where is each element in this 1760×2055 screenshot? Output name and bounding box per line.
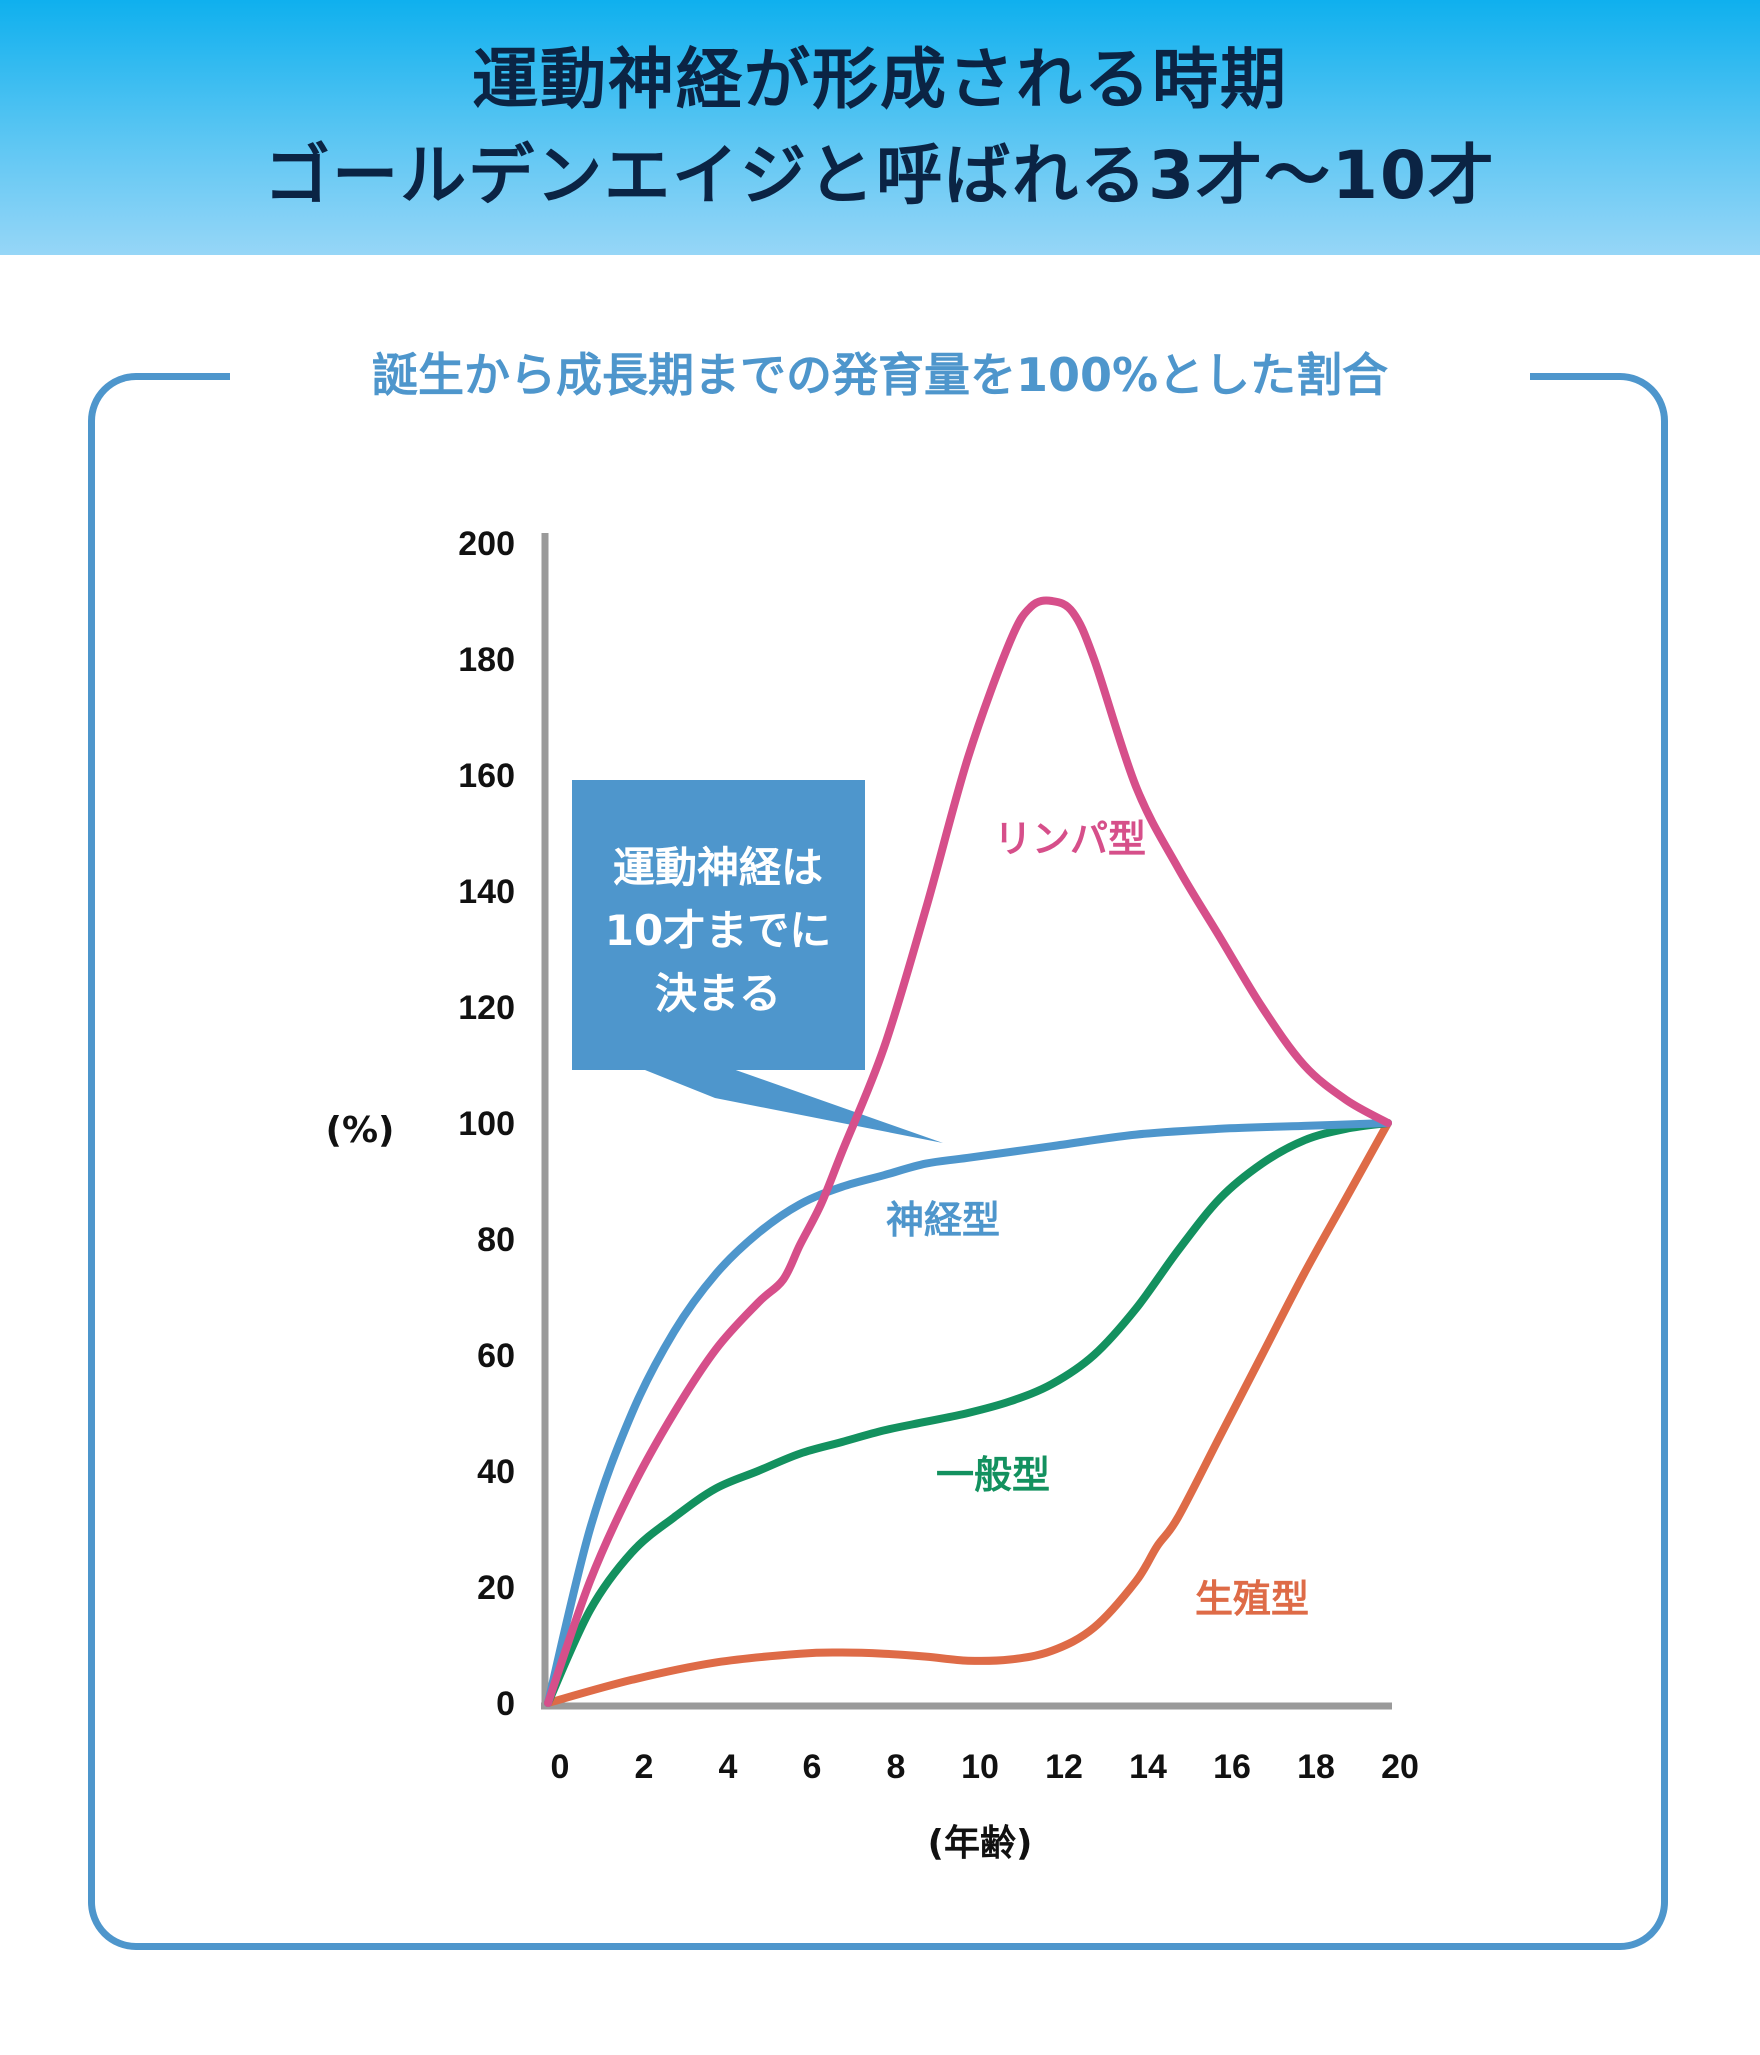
title-line-2: ゴールデンエイジと呼ばれる3才〜10才 <box>264 136 1496 214</box>
callout-text-line: 決まる <box>655 969 781 1018</box>
title-banner: 運動神経が形成される時期 ゴールデンエイジと呼ばれる3才〜10才 <box>0 0 1760 255</box>
y-tick-label: 140 <box>458 873 515 911</box>
x-tick-label: 10 <box>961 1748 999 1786</box>
callout-pointer <box>640 1068 943 1143</box>
series-lines <box>544 596 1392 1707</box>
x-tick-label: 16 <box>1213 1748 1251 1786</box>
y-tick-label: 80 <box>477 1221 515 1259</box>
series-line-neural <box>544 1119 1392 1707</box>
y-tick-label: 0 <box>496 1685 515 1723</box>
y-tick-label: 180 <box>458 641 515 679</box>
x-tick-label: 14 <box>1129 1748 1167 1786</box>
y-tick-label: 20 <box>477 1569 515 1607</box>
label-reproductive: 生殖型 <box>1195 1577 1309 1621</box>
y-tick-label: 160 <box>458 757 515 795</box>
y-tick-label: 120 <box>458 989 515 1027</box>
x-tick-label: 4 <box>719 1748 738 1786</box>
series-line-general <box>544 1119 1392 1707</box>
x-axis-label: (年齢) <box>928 1823 1033 1864</box>
label-neural: 神経型 <box>886 1198 1000 1242</box>
x-tick-label: 20 <box>1381 1748 1419 1786</box>
label-lymphatic: リンパ型 <box>994 817 1146 861</box>
x-tick-label: 2 <box>635 1748 654 1786</box>
x-tick-label: 8 <box>887 1748 906 1786</box>
title-line-1: 運動神経が形成される時期 <box>472 40 1288 118</box>
label-general: 一般型 <box>936 1453 1050 1497</box>
y-tick-label: 100 <box>458 1105 515 1143</box>
callout-text-line: 10才までに <box>605 906 831 955</box>
chart-subtitle: 誕生から成長期までの発育量を100%とした割合 <box>230 340 1530 410</box>
axes-group <box>541 533 1392 1710</box>
x-tick-label: 18 <box>1297 1748 1335 1786</box>
y-axis-label: (%) <box>326 1110 395 1151</box>
y-tick-label: 40 <box>477 1453 515 1491</box>
series-line-reproductive <box>544 1119 1392 1707</box>
callout-text-line: 運動神経は <box>613 843 823 892</box>
series-line-lymphatic <box>544 596 1392 1707</box>
x-tick-label: 6 <box>803 1748 822 1786</box>
x-tick-label: 12 <box>1045 1748 1083 1786</box>
y-tick-label: 200 <box>458 525 515 563</box>
x-tick-label: 0 <box>551 1748 570 1786</box>
y-tick-label: 60 <box>477 1337 515 1375</box>
tick-labels: 0 20 40 60 80 100 120 140 160 180 200 0 2 4 6 8 10 12 14 16… <box>326 525 1419 1864</box>
callout-box <box>572 780 865 1070</box>
